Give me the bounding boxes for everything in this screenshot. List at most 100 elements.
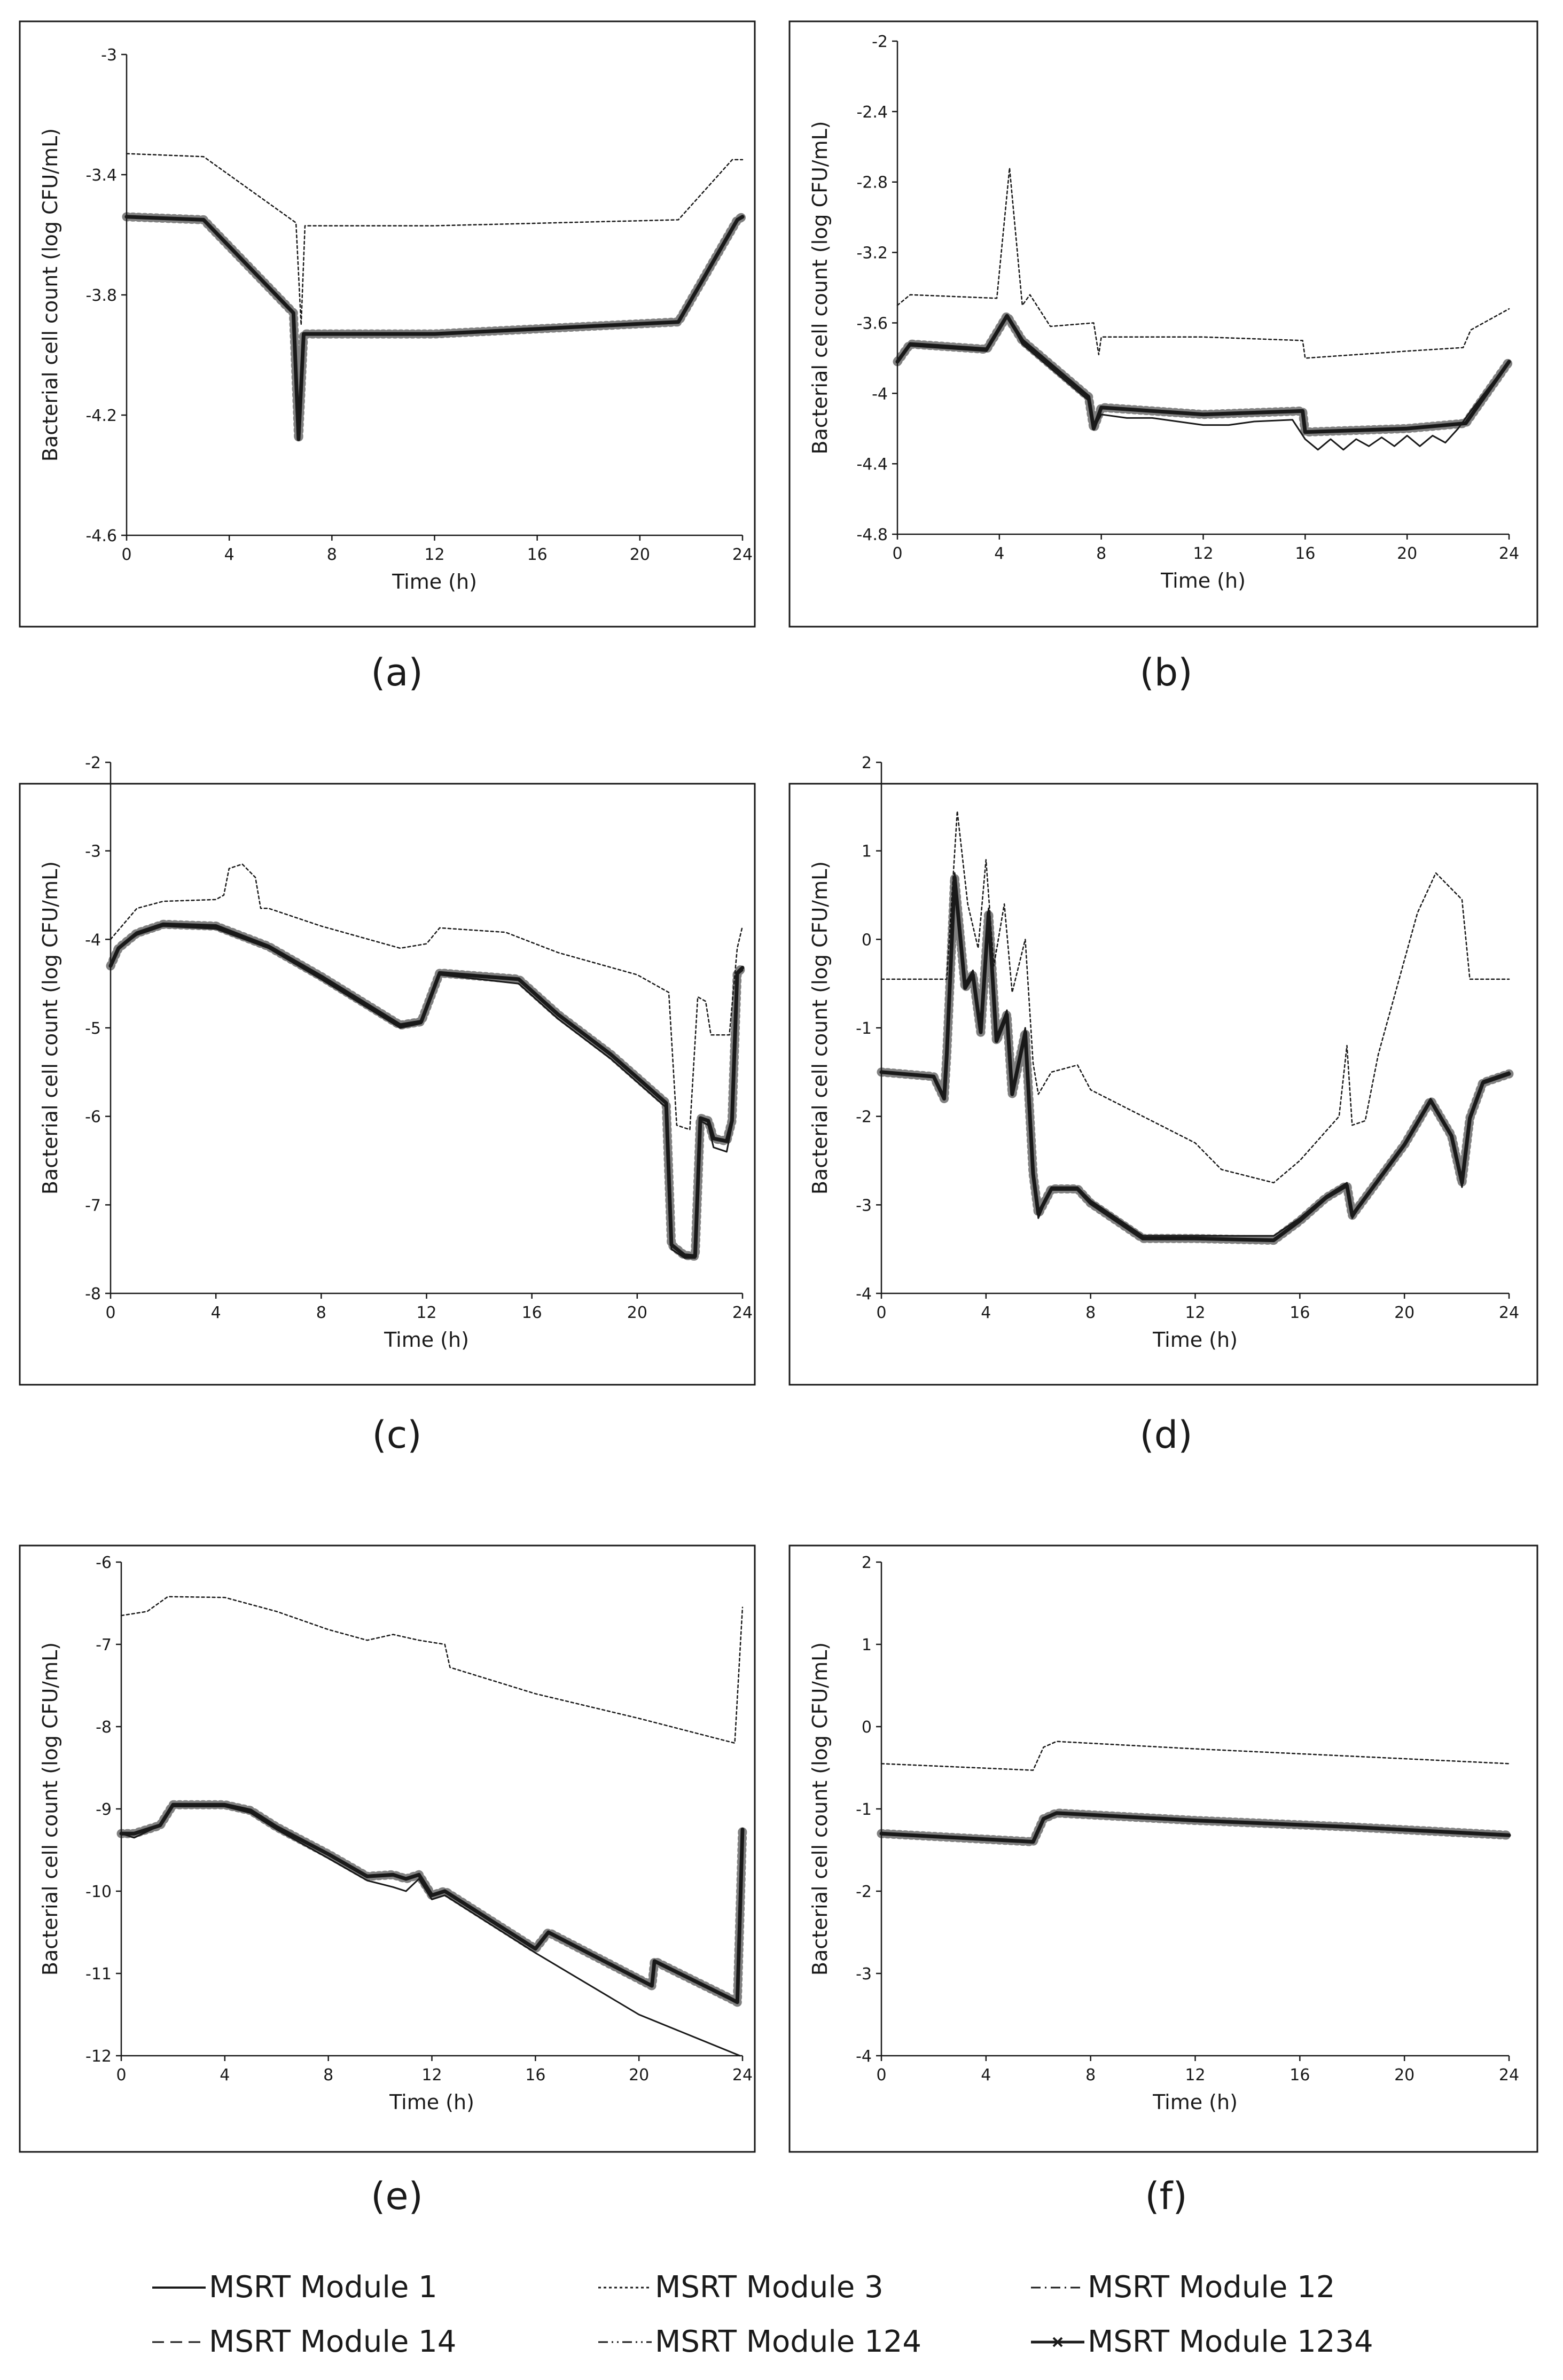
x-tick-label: 0 xyxy=(121,545,131,564)
x-axis-title: Time (h) xyxy=(384,1328,469,1352)
series-msrt-module-1234 xyxy=(124,215,745,441)
y-axis-title: Bacterial cell count (log CFU/mL) xyxy=(808,121,832,454)
x-tick-label: 16 xyxy=(1290,1304,1310,1322)
x-tick-label: 4 xyxy=(981,1304,991,1322)
x-tick-label: 16 xyxy=(1290,2066,1310,2085)
series-msrt-module-3 xyxy=(896,167,1510,359)
x-tick-label: 16 xyxy=(522,1304,542,1322)
y-tick-label: 1 xyxy=(862,842,872,861)
legend-item: MSRT Module 1234 xyxy=(1031,2324,1373,2359)
y-tick-label: -4 xyxy=(872,385,888,403)
y-axis-title: Bacterial cell count (log CFU/mL) xyxy=(38,861,62,1195)
series-msrt-module-1 xyxy=(120,1805,741,2057)
x-tick-label: 12 xyxy=(1193,544,1213,563)
panel-f: 0 4 8 12 16 20 24 2 1 0 -1 -2 -3 -4 Time (h) Bacterial … xyxy=(788,1544,1538,2218)
x-tick-label: 20 xyxy=(1397,544,1417,563)
y-tick-label: -2 xyxy=(856,1883,872,1901)
legend-item: MSRT Module 14 xyxy=(152,2324,456,2359)
panel-frame xyxy=(788,783,1538,1386)
y-tick-label: -1 xyxy=(856,1019,872,1038)
series-msrt-module-3 xyxy=(126,153,744,326)
legend-label: MSRT Module 124 xyxy=(655,2324,921,2359)
panel-label: (a) xyxy=(371,651,423,695)
series-marker-overlay xyxy=(893,311,1514,437)
legend-item: MSRT Module 1 xyxy=(152,2270,437,2305)
x-tick-label: 24 xyxy=(1499,1304,1519,1322)
y-tick-label: -4 xyxy=(85,931,101,949)
x-tick-label: 24 xyxy=(732,2066,753,2085)
y-axis-title: Bacterial cell count (log CFU/mL) xyxy=(808,861,832,1195)
series-marker-overlay xyxy=(877,872,1514,1245)
series-marker-overlay xyxy=(877,1808,1514,1847)
y-tick-label: -3.4 xyxy=(85,166,117,185)
x-tick-label: 12 xyxy=(421,2066,442,2085)
y-tick-label: -8 xyxy=(96,1718,112,1737)
panel-e: 0 4 8 12 16 20 24 -6 -7 -8 -9 -10 -11 -12 Time (h) Bact… xyxy=(19,1544,756,2218)
x-tick-label: 12 xyxy=(424,545,444,564)
series-marker-overlay xyxy=(122,212,747,444)
y-tick-label: -4.4 xyxy=(856,455,888,474)
x-tick-label: 12 xyxy=(1185,1304,1205,1322)
legend-label: MSRT Module 1234 xyxy=(1088,2324,1373,2359)
panel-d: 0 4 8 12 16 20 24 2 1 0 -1 -2 -3 -4 Time (h) Bacterial … xyxy=(788,754,1538,1457)
y-tick-label: -2.4 xyxy=(856,103,888,122)
y-tick-label: -4 xyxy=(856,2047,872,2066)
x-axis-title: Time (h) xyxy=(389,2090,474,2114)
x-axis-title: Time (h) xyxy=(1160,569,1246,592)
series-marker-overlay xyxy=(116,1800,747,2007)
legend-item: MSRT Module 12 xyxy=(1031,2270,1335,2305)
x-axis-title: Time (h) xyxy=(392,570,477,594)
y-tick-label: -11 xyxy=(85,1965,112,1984)
panel-c: 0 4 8 12 16 20 24 -2 -3 -4 -5 -6 -7 -8 Time (h) Bacteri… xyxy=(19,754,756,1457)
x-tick-label: 20 xyxy=(1394,1304,1414,1322)
series-msrt-module-3 xyxy=(110,863,744,1130)
y-tick-label: -3 xyxy=(85,842,101,861)
x-tick-label: 20 xyxy=(630,545,650,564)
x-tick-label: 4 xyxy=(211,1304,221,1322)
x-tick-label: 8 xyxy=(327,545,337,564)
x-tick-label: 0 xyxy=(105,1304,115,1322)
x-axis-title: Time (h) xyxy=(1152,2090,1238,2114)
x-tick-label: 16 xyxy=(1295,544,1315,563)
series-msrt-module-1 xyxy=(126,216,744,440)
y-tick-label: -2 xyxy=(856,1108,872,1127)
y-tick-label: -10 xyxy=(85,1883,112,1901)
legend-item: MSRT Module 124 xyxy=(598,2324,921,2359)
x-tick-label: 0 xyxy=(876,1304,886,1322)
x-tick-label: 4 xyxy=(220,2066,230,2085)
x-tick-label: 16 xyxy=(527,545,548,564)
panel-frame xyxy=(788,1544,1538,2153)
legend-item: MSRT Module 3 xyxy=(598,2270,884,2305)
x-tick-label: 16 xyxy=(525,2066,545,2085)
y-tick-label: -4.2 xyxy=(85,407,117,425)
y-axis-title: Bacterial cell count (log CFU/mL) xyxy=(38,128,62,462)
x-tick-label: 0 xyxy=(116,2066,126,2085)
x-tick-label: 8 xyxy=(1096,544,1106,563)
y-tick-label: -4.8 xyxy=(856,526,888,544)
legend: MSRT Module 1 MSRT Module 3 MSRT Module 12… xyxy=(152,2270,1373,2359)
x-tick-label: 24 xyxy=(1499,544,1519,563)
y-tick-label: -2.8 xyxy=(856,174,888,192)
panel-label: (b) xyxy=(1139,651,1192,695)
x-tick-label: 0 xyxy=(892,544,902,563)
panel-frame xyxy=(788,20,1538,628)
panel-a: 0 4 8 12 16 20 24 -3 -3.4 -3.8 -4.2 -4.6 Time (h) Bac… xyxy=(19,20,756,695)
panel-label: (d) xyxy=(1139,1413,1192,1457)
legend-label: MSRT Module 14 xyxy=(209,2324,456,2359)
y-tick-label: -8 xyxy=(85,1285,101,1304)
y-axis-title: Bacterial cell count (log CFU/mL) xyxy=(38,1642,62,1976)
x-tick-label: 24 xyxy=(732,545,753,564)
x-tick-label: 24 xyxy=(732,1304,753,1322)
y-tick-label: -6 xyxy=(96,1554,112,1572)
y-tick-label: -3.6 xyxy=(856,314,888,333)
panel-frame xyxy=(19,783,756,1386)
y-tick-label: -2 xyxy=(85,754,101,772)
panel-label: (e) xyxy=(371,2174,423,2218)
series-msrt-module-1 xyxy=(880,872,1510,1237)
x-tick-label: 12 xyxy=(1185,2066,1205,2085)
series-msrt-module-3 xyxy=(120,1596,744,1744)
y-tick-label: -3.8 xyxy=(85,286,117,305)
y-tick-label: -7 xyxy=(96,1636,112,1655)
x-tick-label: 4 xyxy=(994,544,1004,563)
